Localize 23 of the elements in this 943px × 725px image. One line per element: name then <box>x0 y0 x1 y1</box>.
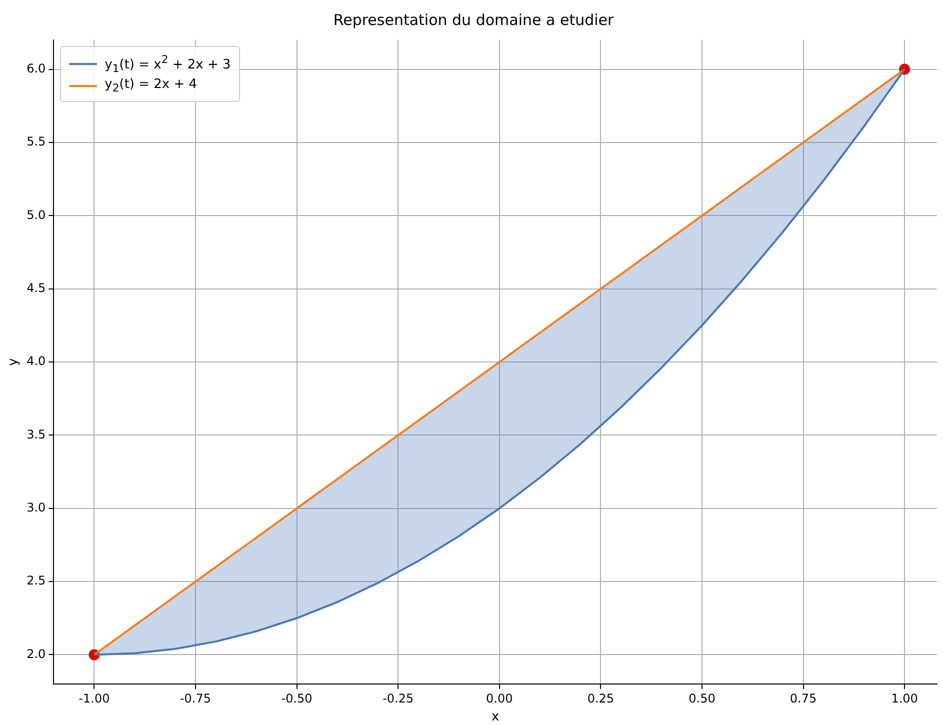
y-tick-label: 3.0 <box>26 500 46 514</box>
x-tick-label: -0.50 <box>281 691 312 706</box>
y-axis-title: y <box>6 358 22 366</box>
x-axis-title: x <box>491 710 500 725</box>
x-tick-label: -0.25 <box>382 691 414 706</box>
x-tick-label: 0.25 <box>587 691 614 706</box>
y-tick-label: 2.5 <box>26 574 46 588</box>
x-tick-label: 0.00 <box>486 691 513 706</box>
y-tick-label: 3.5 <box>26 427 46 442</box>
legend-label: y$_{1}$(t) = x$^{2}$ + 2x + 3 <box>104 53 231 75</box>
y-tick-label: 5.5 <box>26 134 46 149</box>
x-tick-label: -1.00 <box>78 691 110 706</box>
legend-label: y$_{2}$(t) = 2x + 4 <box>104 76 198 95</box>
x-tick-label: 0.50 <box>688 691 716 706</box>
x-tick-label: -0.75 <box>180 691 212 706</box>
chart-title: Representation du domaine a etudier <box>333 10 614 29</box>
y-tick-label: 4.0 <box>26 354 46 368</box>
x-tick-label: 1.00 <box>891 691 918 706</box>
x-tick-label: 0.75 <box>790 691 817 706</box>
y-tick-label: 6.0 <box>26 61 46 76</box>
y-tick-label: 5.0 <box>26 208 46 222</box>
y-tick-label: 2.0 <box>26 646 46 661</box>
y-tick-label: 4.5 <box>26 280 46 295</box>
